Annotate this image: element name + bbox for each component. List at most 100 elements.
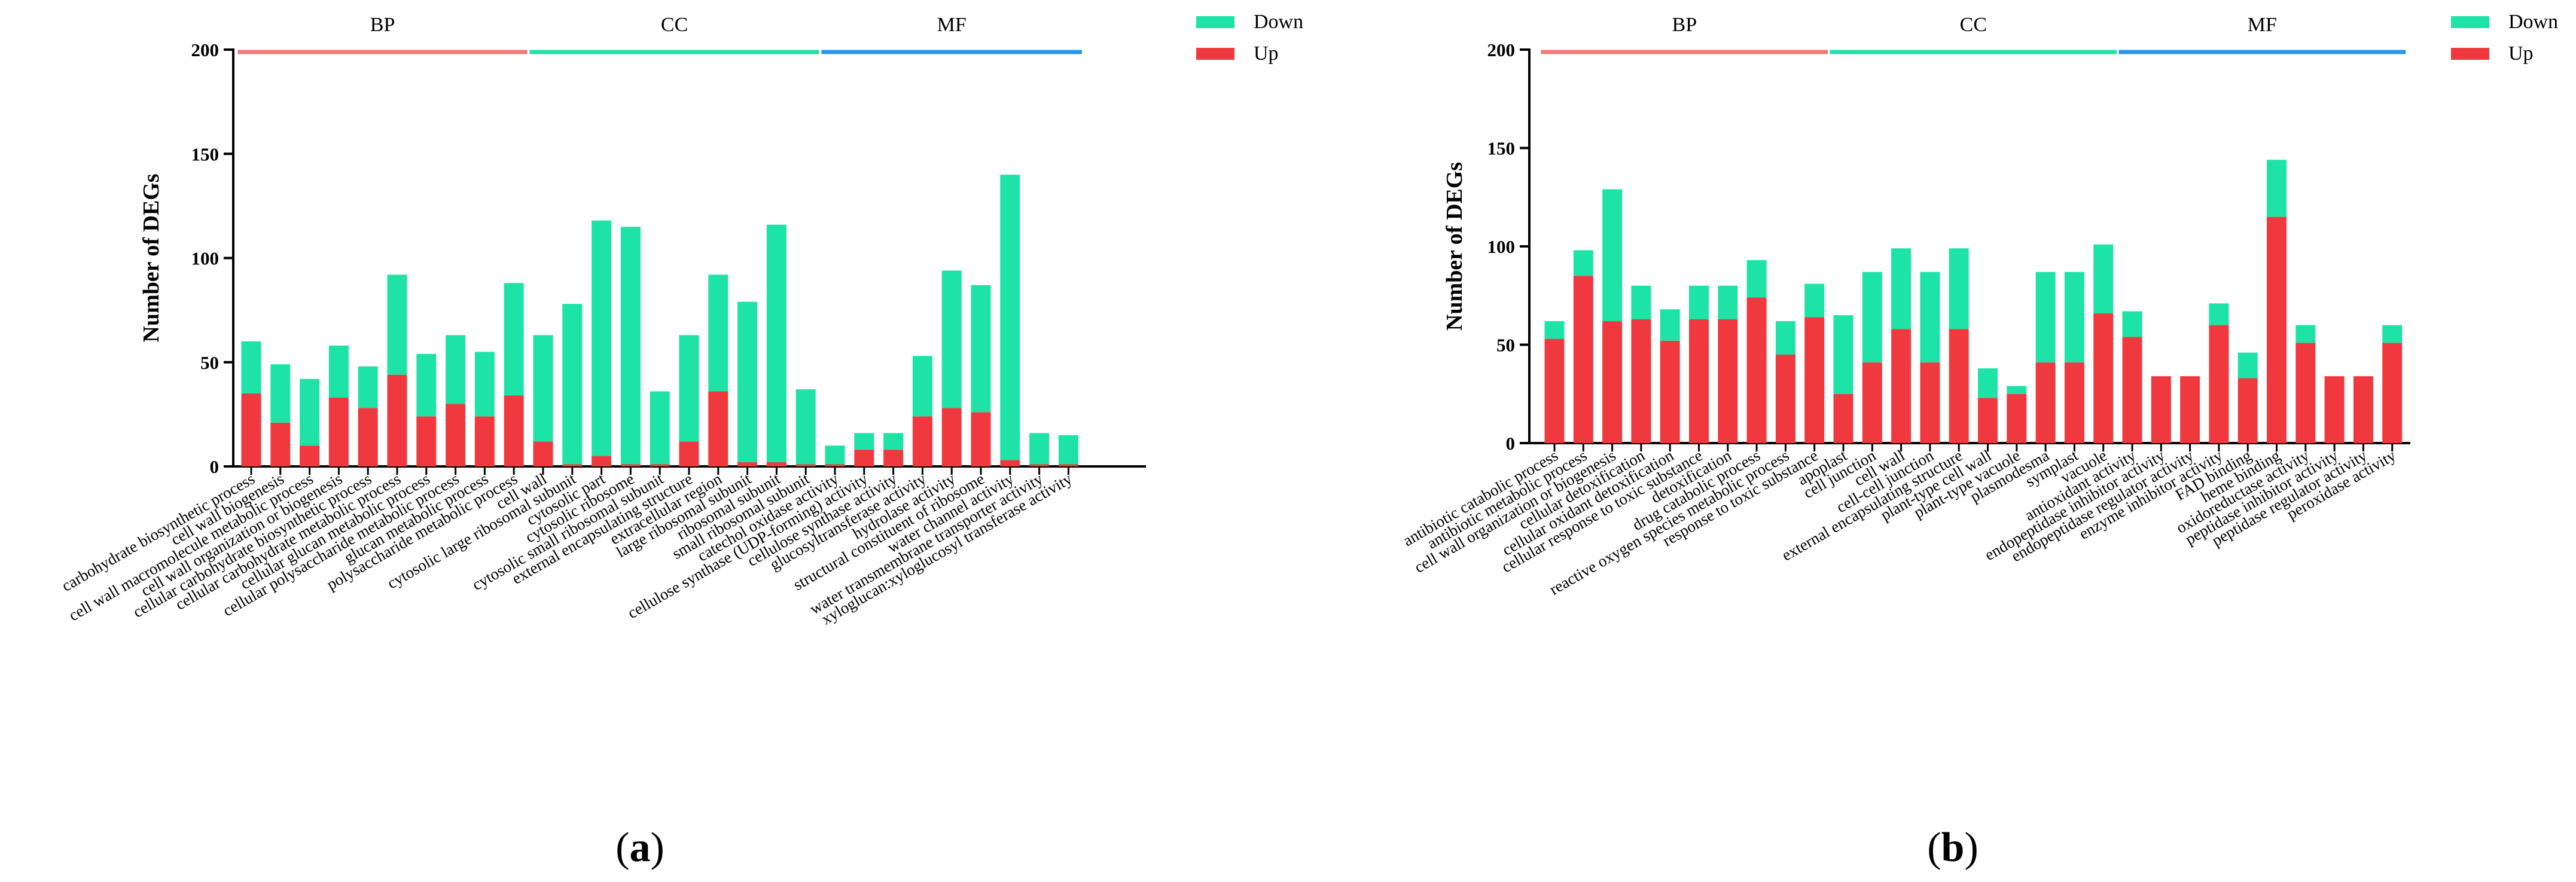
bar-up (1746, 297, 1767, 443)
bar-down (1573, 250, 1593, 276)
bar-up (2237, 378, 2258, 443)
bar-down (2295, 325, 2316, 343)
group-label: MF (937, 14, 967, 36)
y-axis-title: Number of DEGs (139, 173, 164, 342)
bar-up (2180, 376, 2200, 443)
bar-down (533, 335, 553, 442)
legend-label-down: Down (1254, 11, 1303, 33)
legend-swatch-up (2451, 48, 2489, 60)
bar-down (328, 345, 349, 398)
bar-down (971, 285, 991, 413)
bar-down (592, 220, 612, 456)
bar-up (1029, 464, 1050, 466)
bar-down (416, 353, 437, 417)
bar-up (241, 393, 261, 466)
bar-up (2093, 313, 2114, 443)
legend-swatch-up (1196, 48, 1234, 60)
bar-down (1660, 309, 1680, 341)
bar-down (1689, 285, 1709, 319)
bar-down (1602, 189, 1623, 322)
bar-up (328, 397, 349, 466)
bar-down (766, 224, 786, 463)
bar-up (854, 450, 874, 466)
bar-up (708, 391, 728, 466)
bar-down (620, 227, 641, 465)
bar-up (358, 408, 378, 466)
bar-up (1000, 460, 1020, 466)
bar-down (1804, 283, 1825, 318)
y-axis-title: Number of DEGs (1442, 162, 1467, 331)
bar-down (1029, 433, 1050, 465)
bar-down (1058, 435, 1078, 465)
bar-down (2267, 160, 2287, 217)
bar-up (1689, 319, 1709, 443)
bar-down (1746, 260, 1767, 298)
bar-up (1602, 321, 1623, 443)
y-tick-label: 100 (191, 248, 220, 269)
bar-down (270, 364, 291, 423)
bar-down (387, 274, 407, 375)
bar-down (708, 274, 728, 392)
y-tick-label: 150 (191, 144, 220, 164)
legend-label-up: Up (2508, 42, 2534, 65)
bar-up (2295, 343, 2316, 443)
bar-up (883, 450, 904, 466)
bar-up (1891, 329, 1912, 443)
bar-up (2151, 376, 2171, 443)
bar-down (2122, 311, 2142, 337)
group-label: CC (661, 14, 688, 36)
bar-down (650, 391, 670, 465)
bar-up (1058, 464, 1078, 466)
y-tick-label: 200 (1487, 39, 1516, 60)
bar-down (1775, 321, 1795, 355)
bar-down (883, 433, 904, 450)
y-tick-label: 0 (210, 456, 220, 477)
bar-up (387, 374, 407, 466)
bar-down (2209, 303, 2229, 325)
bar-up (2353, 376, 2373, 443)
bar-down (2237, 352, 2258, 379)
bar-down (2093, 244, 2114, 313)
bar-up (1862, 362, 1882, 443)
bar-down (2382, 325, 2403, 343)
bar-up (766, 462, 786, 466)
y-tick-label: 150 (1487, 138, 1516, 159)
bar-down (504, 283, 524, 396)
bar-up (1573, 276, 1593, 443)
bar-up (1631, 319, 1651, 443)
bar-up (2209, 325, 2229, 443)
bar-up (270, 422, 291, 466)
bar-down (854, 433, 874, 450)
bar-up (562, 464, 583, 466)
bar-up (1718, 319, 1738, 443)
bar-down (358, 366, 378, 408)
bar-up (2324, 376, 2345, 443)
bar-up (446, 404, 466, 466)
bar-down (1978, 368, 1998, 398)
bar-up (1833, 393, 1853, 443)
bar-up (825, 464, 845, 466)
bar-down (1891, 248, 1912, 329)
bar-up (416, 416, 437, 466)
bar-up (2267, 216, 2287, 443)
bar-down (1920, 271, 1940, 363)
bar-down (737, 301, 758, 463)
y-tick-label: 50 (1496, 335, 1515, 356)
bar-down (562, 304, 583, 465)
legend-label-up: Up (1254, 42, 1279, 65)
group-label: BP (370, 14, 395, 36)
bar-down (2007, 386, 2027, 394)
bar-up (504, 395, 524, 466)
y-tick-label: 200 (191, 39, 220, 60)
bar-down (1631, 285, 1651, 319)
bar-down (941, 270, 962, 408)
bar-up (533, 441, 553, 466)
bar-down (474, 352, 495, 417)
y-tick-label: 0 (1506, 433, 1516, 454)
bar-up (912, 416, 932, 466)
group-label: MF (2248, 14, 2277, 36)
bar-up (795, 464, 816, 466)
bar-down (912, 356, 932, 417)
